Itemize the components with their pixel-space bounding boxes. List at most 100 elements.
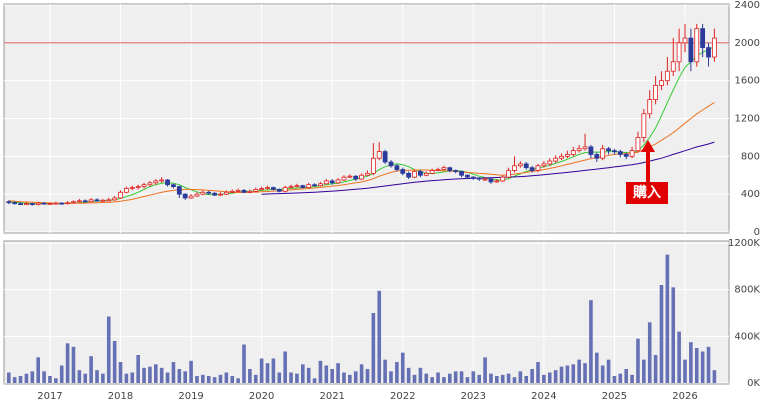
candle-body xyxy=(664,70,670,82)
candle-body xyxy=(147,182,153,186)
volume-bar xyxy=(159,367,164,383)
volume-bar xyxy=(301,364,305,383)
candle-body xyxy=(435,169,441,171)
candle-body xyxy=(441,167,447,170)
volume-bar xyxy=(54,378,58,383)
candle-body xyxy=(370,157,376,174)
arrow-head xyxy=(641,140,655,152)
candle-body xyxy=(270,187,276,190)
candle-body xyxy=(423,172,429,176)
candle-body xyxy=(312,184,317,187)
volume-bar xyxy=(530,369,534,383)
candle-body xyxy=(106,199,112,202)
x-tick-label: 2018 xyxy=(108,391,133,402)
volume-bar xyxy=(18,376,23,383)
volume-bar xyxy=(36,357,40,383)
volume-bar xyxy=(571,364,576,383)
y-tick-label: 400K xyxy=(734,331,760,342)
volume-bar xyxy=(483,357,487,383)
volume-bar xyxy=(165,372,170,383)
candle-body xyxy=(676,42,682,63)
y-tick-label: 800K xyxy=(734,285,760,296)
candle-body xyxy=(700,28,706,48)
candle-body xyxy=(553,157,559,162)
volume-bar xyxy=(330,369,334,383)
candle-body xyxy=(488,178,494,183)
x-tick-label: 2024 xyxy=(531,391,556,402)
volume-bar xyxy=(271,358,276,383)
candle-body xyxy=(12,202,18,205)
candle-body xyxy=(688,37,694,63)
volume-bar xyxy=(700,351,705,383)
candle-body xyxy=(606,148,611,152)
candle-body xyxy=(623,154,629,157)
candle-body xyxy=(653,84,658,100)
moving-average-line xyxy=(261,141,715,195)
volume-bar xyxy=(101,373,105,383)
candle-body xyxy=(341,176,347,181)
volume-bar xyxy=(694,348,699,383)
volume-bar xyxy=(471,371,476,383)
volume-bar xyxy=(59,365,64,383)
candle-body xyxy=(406,172,412,178)
candle-body xyxy=(124,188,129,193)
volume-bar xyxy=(201,374,205,383)
volume-bar xyxy=(342,372,346,383)
volume-bar xyxy=(336,363,340,383)
volume-bar xyxy=(618,373,623,383)
candle-body xyxy=(641,113,647,138)
y-tick-label: 1600 xyxy=(735,76,760,87)
volume-bar xyxy=(506,373,511,383)
candle-body xyxy=(347,175,353,178)
volume-bar xyxy=(583,363,587,383)
candle-body xyxy=(476,177,482,180)
candle-body xyxy=(647,99,653,115)
candle-body xyxy=(523,163,529,169)
candle-body xyxy=(218,193,223,196)
candle-body xyxy=(565,154,570,157)
volume-bar xyxy=(442,377,446,383)
x-tick-label: 2023 xyxy=(461,391,486,402)
candle-body xyxy=(465,174,470,178)
volume-bar xyxy=(289,372,293,383)
x-tick-label: 2017 xyxy=(37,391,62,402)
y-tick-label: 2000 xyxy=(735,38,760,49)
volume-bar xyxy=(395,362,399,383)
volume-bar xyxy=(312,378,317,383)
volume-bar xyxy=(712,370,717,383)
candle-body xyxy=(612,150,617,153)
volume-bar xyxy=(624,369,628,383)
y-tick-label: 400 xyxy=(741,189,760,200)
volume-bar xyxy=(424,373,429,383)
volume-bar xyxy=(230,376,235,383)
volume-bar xyxy=(689,342,693,383)
candle-body xyxy=(241,189,247,193)
volume-bar xyxy=(224,372,229,383)
buy-arrow xyxy=(641,140,655,184)
volume-bar xyxy=(547,372,552,383)
volume-bar xyxy=(142,367,146,383)
volume-bar xyxy=(283,351,287,383)
candle-body xyxy=(29,203,35,206)
candle-body xyxy=(412,171,417,178)
volume-bar xyxy=(383,359,387,383)
volume-bar xyxy=(12,377,17,383)
candle-body xyxy=(306,184,312,188)
candle-body xyxy=(76,200,82,203)
volume-bar xyxy=(318,360,323,383)
candle-body xyxy=(6,201,12,204)
candle-body xyxy=(506,170,512,178)
annotation: 購入 xyxy=(626,182,668,204)
volume-bar xyxy=(112,341,117,383)
candle-body xyxy=(429,170,435,174)
volume-bar xyxy=(371,313,376,383)
x-tick-label: 2025 xyxy=(602,391,627,402)
volume-bar xyxy=(136,355,140,383)
volume-bar xyxy=(559,366,564,383)
candle-body xyxy=(382,151,388,163)
volume-bar xyxy=(348,374,352,383)
candle-body xyxy=(300,185,306,188)
y-tick-label: 800 xyxy=(741,151,760,162)
volume-bar xyxy=(183,371,187,383)
